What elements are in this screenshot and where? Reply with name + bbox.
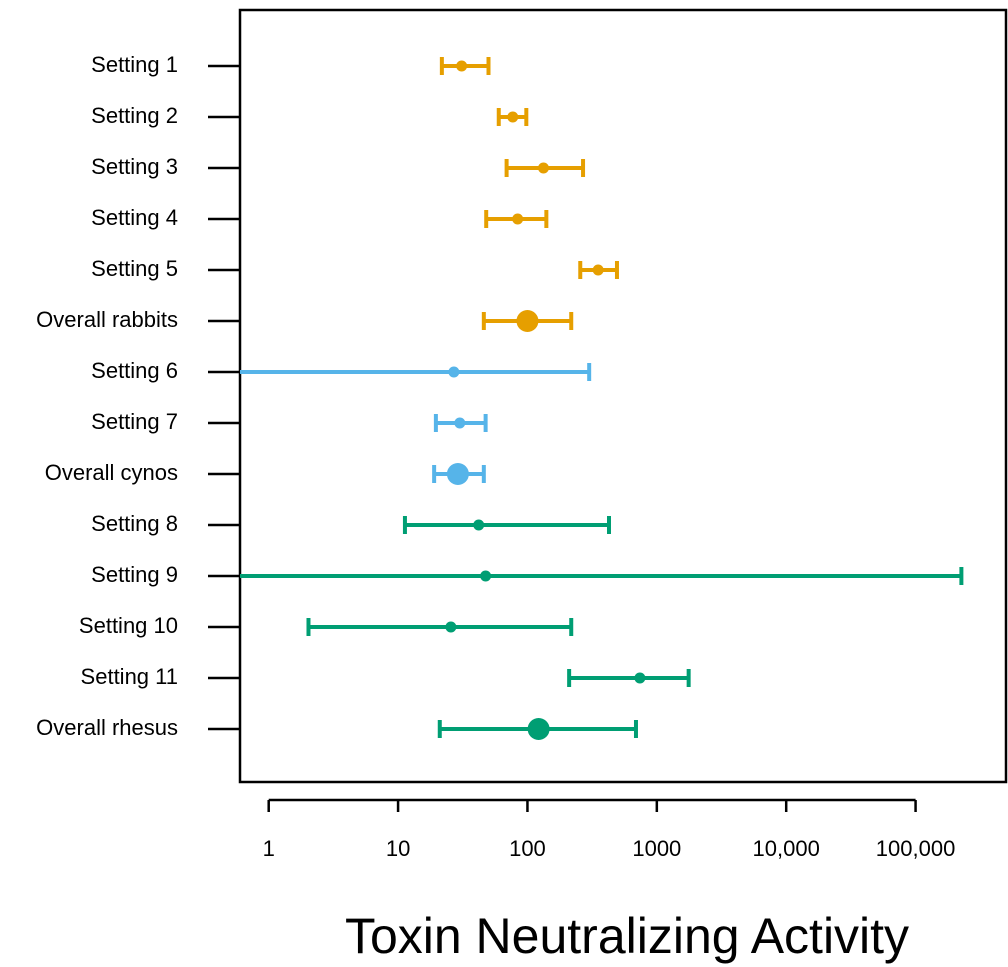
y-tick-label: Setting 9 xyxy=(91,562,178,587)
point-estimate xyxy=(537,162,549,174)
point-estimate xyxy=(507,111,519,123)
point-estimate xyxy=(456,60,468,72)
point-estimate xyxy=(634,672,646,684)
point-estimate xyxy=(512,213,524,225)
point-estimate xyxy=(473,519,485,531)
y-tick-label: Overall rabbits xyxy=(36,307,178,332)
point-estimate xyxy=(480,570,492,582)
point-estimate xyxy=(516,310,539,332)
x-axis-title: Toxin Neutralizing Activity xyxy=(345,908,909,964)
point-estimate xyxy=(527,718,550,740)
point-estimate xyxy=(445,621,457,633)
point-estimate xyxy=(448,366,460,378)
y-tick-label: Setting 6 xyxy=(91,358,178,383)
x-tick-label: 10,000 xyxy=(753,836,820,861)
y-tick-label: Overall rhesus xyxy=(36,715,178,740)
y-tick-label: Setting 8 xyxy=(91,511,178,536)
point-estimate xyxy=(446,463,469,485)
point-estimate xyxy=(592,264,604,276)
y-tick-label: Setting 10 xyxy=(79,613,178,638)
y-tick-label: Setting 11 xyxy=(81,664,178,689)
y-tick-label: Setting 3 xyxy=(91,154,178,179)
x-tick-label: 1000 xyxy=(632,836,681,861)
y-tick-label: Setting 4 xyxy=(91,205,178,230)
y-tick-label: Setting 1 xyxy=(91,52,178,77)
y-tick-label: Setting 5 xyxy=(91,256,178,281)
point-estimate xyxy=(454,417,466,429)
y-tick-label: Overall cynos xyxy=(45,460,178,485)
x-tick-label: 1 xyxy=(263,836,275,861)
y-tick-label: Setting 2 xyxy=(91,103,178,128)
x-tick-label: 100 xyxy=(509,836,546,861)
x-tick-label: 100,000 xyxy=(876,836,956,861)
y-tick-label: Setting 7 xyxy=(91,409,178,434)
plot-frame xyxy=(238,8,1008,784)
x-tick-label: 10 xyxy=(386,836,410,861)
